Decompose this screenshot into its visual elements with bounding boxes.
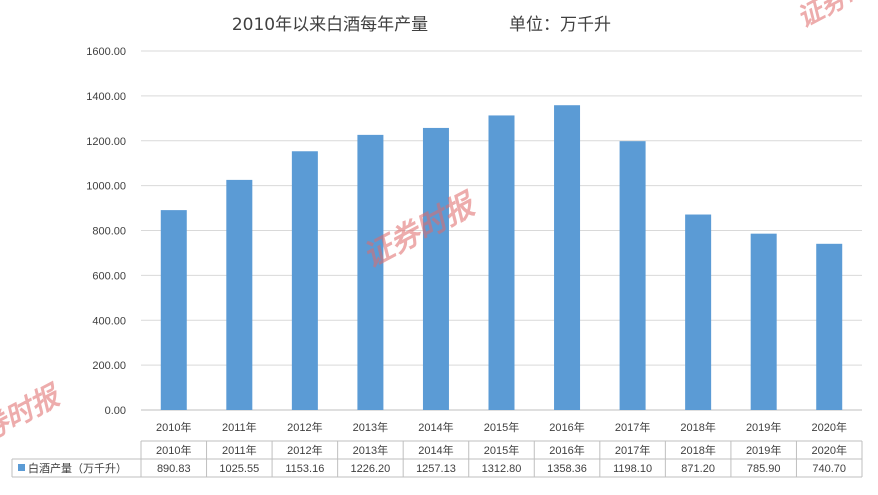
legend-label: 白酒产量（万千升） [28,461,127,475]
table-header-cell: 2019年 [746,443,781,457]
y-tick-label: 1600.00 [86,46,126,58]
table-header-cell: 2018年 [680,443,715,457]
chart-title: 2010年以来白酒每年产量 [232,15,428,35]
chart-unit-label: 单位：万千升 [509,15,611,35]
table-value-cell: 785.90 [747,463,781,475]
bar [619,141,646,410]
table-header-cell: 2013年 [353,443,388,457]
y-tick-label: 1400.00 [86,91,126,103]
table-header-cell: 2020年 [811,443,846,457]
table-value-cell: 1312.80 [482,463,522,475]
y-tick-label: 1000.00 [86,181,126,193]
table-header-cell: 2017年 [615,443,650,457]
table-header-cell: 2010年 [156,443,191,457]
bar [685,214,712,410]
table-header-cell: 2014年 [418,443,453,457]
bar [750,233,777,410]
bar [422,127,449,410]
table-value-cell: 1257.13 [416,463,456,475]
table-header-cell: 2011年 [222,443,257,457]
x-tick-label: 2017年 [615,420,650,434]
table-value-cell: 1226.20 [351,463,391,475]
bar [226,179,253,410]
x-tick-label: 2011年 [222,420,257,434]
table-value-cell: 1358.36 [547,463,587,475]
x-tick-label: 2010年 [156,420,191,434]
x-axis-ticks: 2010年 2011年 2012年 2013年 2014年 2015年 2016年 2017年… [156,420,847,434]
table-value-cell: 1025.55 [219,463,259,475]
table-value-cell: 871.20 [681,463,715,475]
table-header-cell: 2012年 [287,443,322,457]
y-tick-label: 200.00 [92,360,126,372]
bars [160,105,843,411]
y-tick-label: 0.00 [105,405,126,417]
data-table: 2010年 2011年 2012年 2013年 2014年 2015年 2016年 2017年… [11,440,863,478]
table-header-cell: 2015年 [484,443,519,457]
bar [816,243,843,410]
y-tick-label: 1200.00 [86,136,126,148]
bar [357,134,384,410]
bar [554,105,581,411]
x-tick-label: 2020年 [811,420,846,434]
table-value-cell: 740.70 [812,463,846,475]
y-axis-ticks: 0.00 200.00 400.00 600.00 800.00 1000.00 1200.… [86,46,126,417]
table-value-cell: 1153.16 [285,463,324,475]
x-tick-label: 2015年 [484,420,519,434]
x-tick-label: 2016年 [549,420,584,434]
bar [291,151,318,411]
y-tick-label: 600.00 [92,270,126,282]
legend-swatch [18,464,25,471]
x-tick-label: 2018年 [680,420,715,434]
x-tick-label: 2012年 [287,420,322,434]
y-tick-label: 400.00 [92,315,126,327]
x-tick-label: 2013年 [353,420,388,434]
table-value-cell: 890.83 [157,463,191,475]
x-tick-label: 2014年 [418,420,453,434]
table-header-cell: 2016年 [549,443,584,457]
x-tick-label: 2019年 [746,420,781,434]
table-value-cell: 1198.10 [613,463,652,475]
bar [488,115,515,411]
y-tick-label: 800.00 [92,226,126,238]
bar [160,210,187,410]
